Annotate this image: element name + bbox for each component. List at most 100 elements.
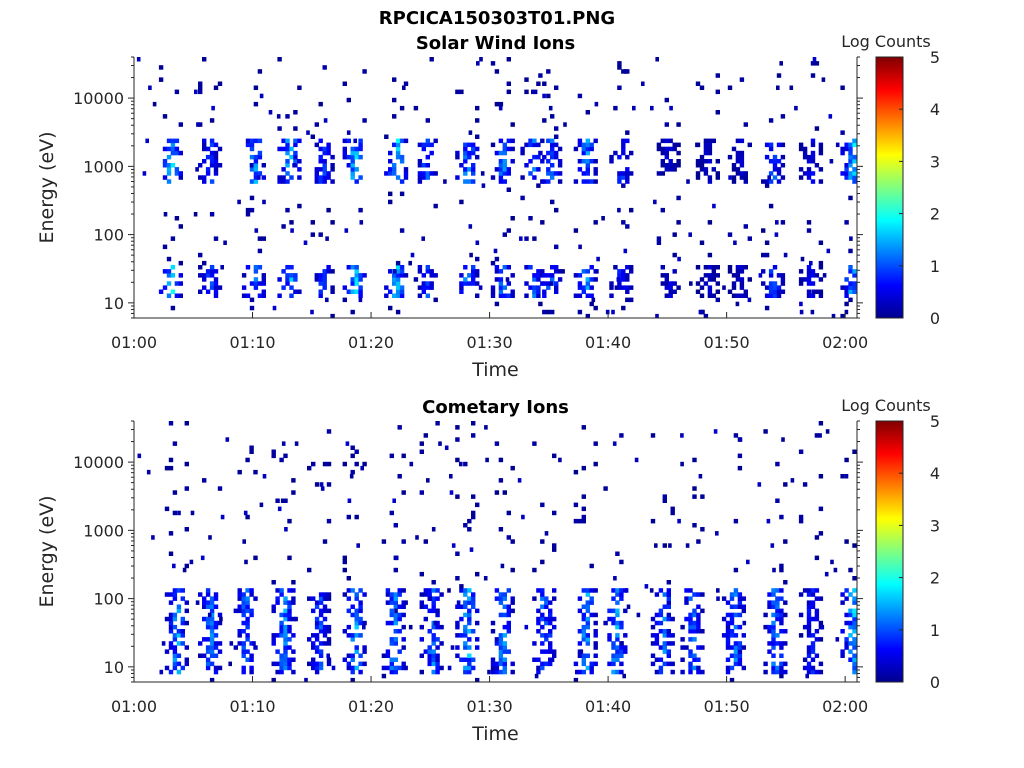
spectrogram-cell bbox=[623, 608, 628, 614]
spectrogram-cell bbox=[281, 138, 286, 144]
spectrogram-cell bbox=[818, 433, 822, 438]
spectrogram-cell bbox=[277, 506, 282, 512]
spectrogram-cell bbox=[314, 661, 320, 667]
spectrogram-cell bbox=[172, 645, 178, 650]
spectrogram-cell bbox=[715, 171, 720, 176]
spectrogram-cell bbox=[536, 620, 541, 626]
spectrogram-cell bbox=[524, 163, 529, 168]
spectrogram-cell bbox=[810, 269, 816, 274]
spectrogram-cell bbox=[198, 89, 203, 95]
spectrogram-cell bbox=[397, 425, 402, 430]
spectrogram-cell bbox=[688, 232, 692, 237]
spectrogram-cell bbox=[814, 61, 820, 66]
spectrogram-cell bbox=[666, 661, 671, 667]
spectrogram-cell bbox=[399, 285, 405, 290]
spectrogram-cell bbox=[220, 265, 224, 270]
spectrogram-cell bbox=[283, 637, 288, 642]
spectrogram-cell bbox=[531, 89, 535, 95]
spectrogram-cell bbox=[322, 604, 328, 609]
spectrogram-cell bbox=[506, 146, 511, 152]
spectrogram-cell bbox=[198, 85, 203, 90]
spectrogram-cell bbox=[490, 285, 496, 290]
spectrogram-cell bbox=[289, 175, 294, 180]
spectrogram-cell bbox=[848, 633, 853, 638]
spectrogram-cell bbox=[494, 256, 500, 262]
spectrogram-cell bbox=[802, 277, 808, 282]
spectrogram-cell bbox=[573, 661, 579, 667]
spectrogram-cell bbox=[358, 653, 363, 658]
spectrogram-cell bbox=[205, 649, 211, 654]
spectrogram-cell bbox=[676, 220, 681, 225]
spectrogram-cell bbox=[479, 57, 483, 62]
spectrogram-cell bbox=[459, 199, 464, 205]
spectrogram-cell bbox=[455, 633, 460, 638]
spectrogram-cell bbox=[389, 657, 394, 662]
spectrogram-cell bbox=[285, 146, 290, 152]
spectrogram-cell bbox=[439, 665, 444, 671]
spectrogram-cell bbox=[577, 273, 583, 278]
spectrogram-cell bbox=[852, 661, 857, 667]
x-tick-label: 01:30 bbox=[467, 697, 513, 716]
spectrogram-cell bbox=[615, 588, 620, 593]
spectrogram-cell bbox=[589, 600, 594, 605]
spectrogram-cell bbox=[729, 645, 735, 650]
spectrogram-cell bbox=[848, 612, 853, 618]
spectrogram-cell bbox=[285, 207, 290, 213]
spectrogram-cell bbox=[764, 142, 770, 148]
spectrogram-cell bbox=[393, 600, 398, 605]
spectrogram-cell bbox=[676, 163, 681, 168]
spectrogram-cell bbox=[852, 167, 857, 172]
spectrogram-cell bbox=[779, 567, 784, 573]
spectrogram-cell bbox=[284, 527, 288, 532]
spectrogram-cell bbox=[408, 260, 412, 266]
spectrogram-cell bbox=[650, 624, 656, 630]
spectrogram-cell bbox=[318, 649, 324, 654]
spectrogram-cell bbox=[354, 620, 359, 626]
spectrogram-cell bbox=[772, 293, 778, 298]
spectrogram-cell bbox=[550, 199, 555, 205]
spectrogram-cell bbox=[601, 216, 605, 221]
spectrogram-cell bbox=[494, 669, 500, 675]
spectrogram-cell bbox=[624, 588, 629, 593]
spectrogram-cell bbox=[493, 248, 498, 254]
spectrogram-cell bbox=[810, 604, 816, 609]
spectrogram-cell bbox=[764, 183, 770, 188]
spectrogram-cell bbox=[844, 539, 849, 544]
spectrogram-cell bbox=[771, 637, 776, 642]
spectrogram-cell bbox=[585, 167, 590, 172]
spectrogram-cell bbox=[581, 150, 586, 156]
spectrogram-cell bbox=[389, 669, 394, 675]
spectrogram-cell bbox=[810, 142, 816, 148]
spectrogram-cell bbox=[557, 179, 563, 184]
spectrogram-cell bbox=[729, 612, 735, 618]
spectrogram-cell bbox=[427, 629, 432, 634]
spectrogram-cell bbox=[245, 265, 251, 270]
spectrogram-cell bbox=[806, 629, 812, 634]
colorbar-tick-label: 5 bbox=[930, 412, 940, 431]
spectrogram-cell bbox=[502, 665, 507, 671]
spectrogram-cell bbox=[593, 612, 598, 618]
spectrogram-cell bbox=[810, 669, 816, 675]
spectrogram-cell bbox=[768, 273, 774, 278]
spectrogram-cell bbox=[291, 657, 296, 662]
spectrogram-cell bbox=[439, 641, 444, 646]
spectrogram-cell bbox=[494, 441, 500, 446]
spectrogram-cell bbox=[806, 154, 812, 160]
spectrogram-cell bbox=[172, 563, 176, 569]
spectrogram-cell bbox=[699, 240, 705, 245]
spectrogram-cell bbox=[844, 457, 849, 463]
spectrogram-cell bbox=[249, 297, 255, 303]
spectrogram-cell bbox=[619, 592, 624, 597]
spectrogram-cell bbox=[844, 289, 849, 294]
spectrogram-cell bbox=[524, 89, 529, 95]
spectrogram-cell bbox=[818, 620, 824, 626]
spectrogram-cell bbox=[848, 171, 853, 176]
panel-title: Solar Wind Ions bbox=[416, 33, 575, 54]
spectrogram-cell bbox=[780, 220, 786, 225]
spectrogram-cell bbox=[205, 600, 211, 605]
spectrogram-cell bbox=[475, 118, 480, 123]
spectrogram-cell bbox=[725, 612, 731, 618]
spectrogram-cell bbox=[425, 175, 430, 180]
spectrogram-cell bbox=[818, 531, 824, 536]
spectrogram-cell bbox=[814, 535, 820, 540]
